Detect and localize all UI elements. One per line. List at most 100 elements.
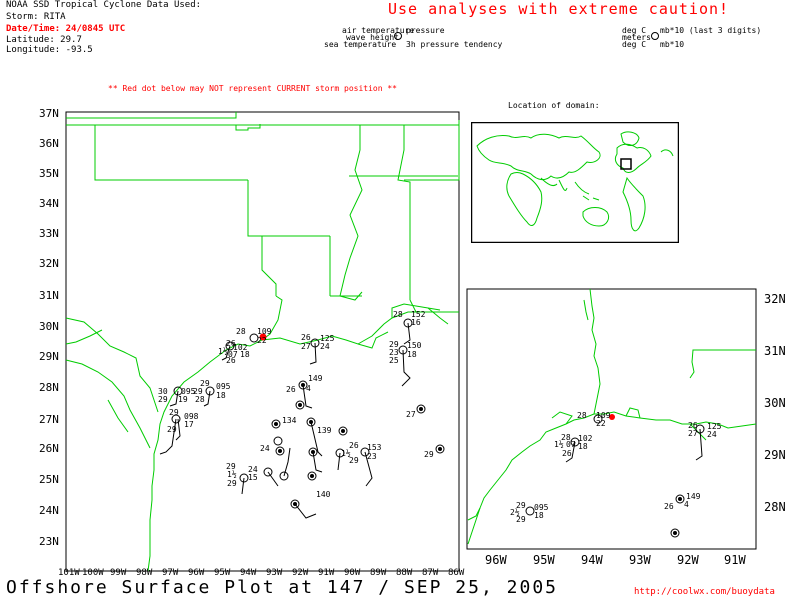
- main-station-4-w: 18: [407, 350, 417, 359]
- main-station-5-a: 07: [228, 350, 238, 359]
- main-station-3-n: 28: [393, 310, 403, 319]
- station-marker: [308, 447, 318, 457]
- main-station-5-b: 18: [240, 350, 250, 359]
- storm-latitude: Latitude: 29.7: [6, 35, 82, 45]
- main-station-2-p: 125: [320, 334, 335, 343]
- main-station-5-n: 26: [226, 339, 236, 348]
- main-map-ticks: [65, 566, 460, 571]
- main-station-7-n: 29: [200, 379, 210, 388]
- zoom-lon-label-4: 92W: [677, 553, 699, 567]
- zoom-station-3-w: 1½: [554, 439, 564, 449]
- main-lat-label-6: 31N: [39, 289, 59, 302]
- main-station-8-p: 098: [184, 412, 199, 421]
- main-lon-label-15: 86W: [448, 568, 465, 578]
- station-marker: [271, 419, 281, 429]
- main-lat-label-8: 29N: [39, 350, 59, 363]
- legend-pressure: pressure: [406, 26, 445, 35]
- station-marker: [279, 471, 289, 481]
- zoom-lat-label-4: 28N: [764, 500, 786, 514]
- main-station-7-b: 28: [195, 395, 205, 404]
- station-marker: [173, 386, 183, 396]
- main-station-13-n: 26: [349, 441, 359, 450]
- station-marker: [307, 471, 317, 481]
- main-lon-label-7: 94W: [240, 568, 257, 578]
- station-marker: [416, 404, 426, 414]
- main-lon-label-9: 92W: [292, 568, 309, 578]
- main-station-3-w: 16: [411, 318, 421, 327]
- station-marker: [273, 436, 283, 446]
- zoom-station-2-n: 26: [688, 421, 698, 430]
- zoom-lat-label-1: 31N: [764, 344, 786, 358]
- zoom-station-4-a: 18: [534, 511, 544, 520]
- station-marker: [249, 333, 259, 343]
- data-source-title: NOAA SSD Tropical Cyclone Data Used:: [6, 0, 202, 10]
- zoom-station-3-a: 07: [566, 440, 576, 449]
- legend-air-temperature: air temperature: [342, 26, 415, 35]
- main-lat-label-14: 23N: [39, 535, 59, 548]
- main-map-station-labels: 28 109 22 26 125 24 27 28 152 16 29 150 …: [158, 310, 434, 499]
- zoom-station-3-n: 28: [561, 433, 571, 442]
- storm-longitude: Longitude: -93.5: [6, 45, 93, 55]
- main-lat-label-11: 26N: [39, 442, 59, 455]
- storm-datetime: Date/Time: 24/0845 UTC: [6, 24, 126, 34]
- main-lat-label-12: 25N: [39, 473, 59, 486]
- zoom-lon-label-5: 91W: [724, 553, 746, 567]
- main-station-11-n: 139: [317, 426, 332, 435]
- main-station-8-w: 17: [184, 420, 194, 429]
- zoom-station-5-w: 4: [684, 500, 689, 509]
- zoom-map-station-labels: 28 109 22 26 125 24 27 28 102 1½ 07 18 2…: [510, 411, 722, 524]
- main-station-14-p: 1½: [227, 469, 237, 479]
- station-marker: [306, 417, 316, 427]
- main-lon-label-3: 98W: [136, 568, 153, 578]
- main-station-15-n: 27: [406, 410, 416, 419]
- caution-banner: Use analyses with extreme caution!: [388, 0, 730, 18]
- footer-url-link[interactable]: http://coolwx.com/buoydata: [634, 587, 775, 597]
- station-marker: [275, 446, 285, 456]
- station-marker: [338, 426, 348, 436]
- main-station-7-a: 29: [193, 387, 203, 396]
- zoom-map-coastlines: [467, 288, 757, 545]
- main-station-14-w: 24: [248, 465, 258, 474]
- main-station-6-n: 30: [158, 387, 168, 396]
- zoom-station-4-p: 095: [534, 503, 549, 512]
- main-map-wind-barbs: [159, 322, 411, 519]
- main-station-10-n: 134: [282, 416, 297, 425]
- zoom-station-2-a: 27: [688, 429, 698, 438]
- station-marker: [225, 341, 235, 351]
- main-station-14-b: 29: [227, 479, 237, 488]
- main-station-2-n: 26: [301, 333, 311, 342]
- world-inset-coastlines: [476, 131, 674, 232]
- zoom-map-stations: [525, 414, 705, 538]
- main-station-16-n: 29: [424, 450, 434, 459]
- main-lat-label-3: 34N: [39, 197, 59, 210]
- zoom-station-1-p: 109: [596, 411, 611, 420]
- main-lon-label-14: 87W: [422, 568, 439, 578]
- main-lat-label-7: 30N: [39, 320, 59, 333]
- zoom-station-2-p: 125: [707, 422, 722, 431]
- zoom-station-5-p: 149: [686, 492, 701, 501]
- legend-wave-height: wave height: [346, 33, 399, 42]
- legend-sea-temperature: sea temperature: [324, 40, 397, 49]
- station-marker: [263, 467, 273, 477]
- main-station-8-n: 29: [169, 408, 179, 417]
- zoom-station-3-p: 102: [578, 434, 593, 443]
- zoom-station-4-n: 29: [516, 501, 526, 510]
- main-lat-label-0: 37N: [39, 107, 59, 120]
- station-marker: [298, 380, 308, 390]
- main-station-1-n: 28: [236, 327, 246, 336]
- station-marker: [295, 400, 305, 410]
- legend-unit-mb-last3: mb*10 (last 3 digits): [660, 26, 762, 35]
- main-station-1-p: 109: [257, 327, 272, 336]
- main-lon-label-2: 99W: [110, 568, 127, 578]
- station-circle-icon: [394, 32, 402, 40]
- main-station-3-p: 152: [411, 310, 426, 319]
- zoom-station-3-c: 26: [562, 449, 572, 458]
- main-lon-label-4: 97W: [162, 568, 179, 578]
- station-marker: [360, 447, 370, 457]
- main-station-7-p: 095: [216, 382, 231, 391]
- storm-position-warning: ** Red dot below may NOT represent CURRE…: [108, 84, 397, 93]
- station-marker: [435, 444, 445, 454]
- main-station-6-a: 29: [158, 395, 168, 404]
- main-station-14-a: 15: [248, 473, 258, 482]
